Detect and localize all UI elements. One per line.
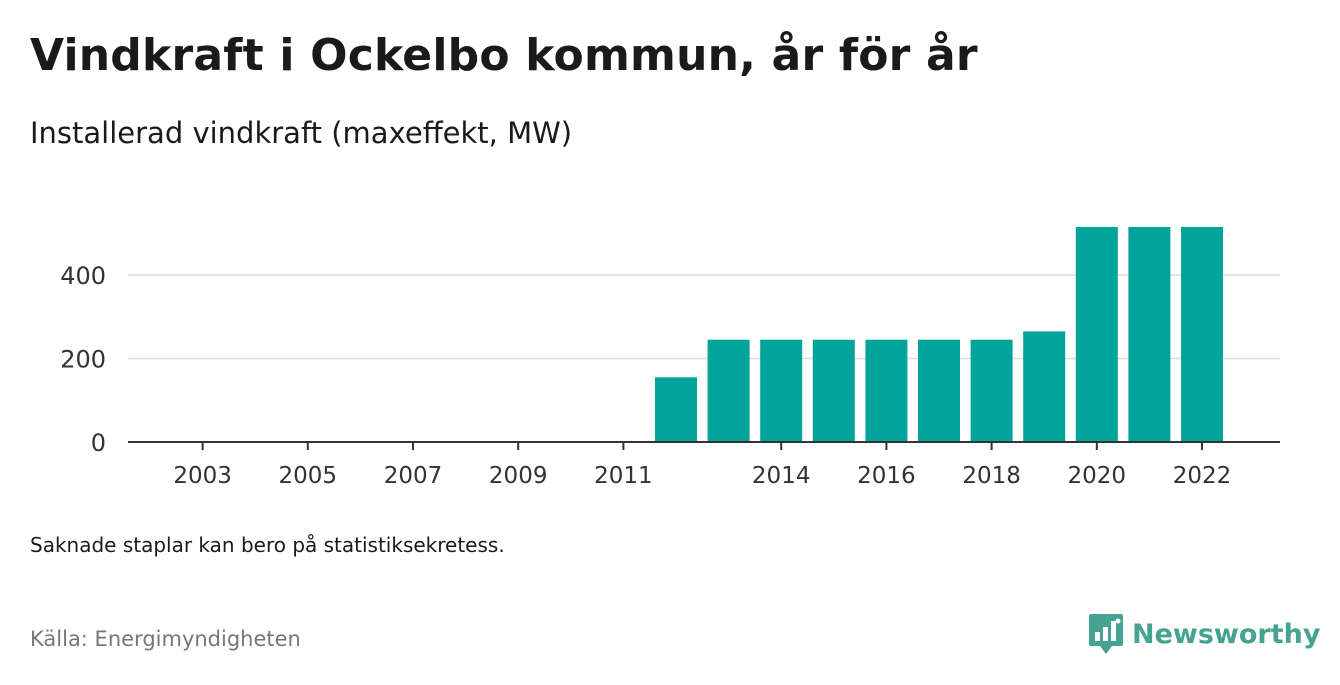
x-tick-label: 2007 (384, 463, 443, 489)
bar-2016[interactable] (865, 339, 908, 442)
x-tick-label: 2009 (489, 463, 548, 489)
bar-2015[interactable] (812, 339, 855, 442)
bar-2013[interactable] (707, 339, 750, 442)
y-tick-label: 200 (60, 346, 106, 374)
y-tick-label: 0 (91, 429, 106, 457)
x-tick-label: 2014 (752, 463, 811, 489)
bar-2021[interactable] (1128, 226, 1171, 442)
chart-title: Vindkraft i Ockelbo kommun, år för år (30, 30, 978, 81)
bar-2012[interactable] (655, 377, 697, 442)
source-credit: Källa: Energimyndigheten (30, 627, 301, 651)
y-tick-label: 400 (60, 262, 106, 290)
bar-2018[interactable] (970, 339, 1013, 442)
x-tick-label: 2016 (857, 463, 916, 489)
x-tick-label: 2022 (1173, 463, 1232, 489)
bar-2017[interactable] (918, 339, 960, 442)
x-tick-label: 2020 (1068, 463, 1127, 489)
x-tick-label: 2011 (594, 463, 653, 489)
newsworthy-logo[interactable]: Newsworthy (1088, 612, 1320, 656)
bar-2022[interactable] (1181, 226, 1223, 442)
brand-name: Newsworthy (1132, 618, 1321, 650)
bar-2020[interactable] (1075, 226, 1118, 442)
x-axis-ticks: 2003 2005 2007 2009 2011 2014 2016 2018 2020 2022 (173, 442, 1231, 489)
bars (655, 226, 1223, 442)
y-axis-ticks: 0 200 400 (60, 262, 106, 457)
x-tick-label: 2003 (173, 463, 232, 489)
bar-2014[interactable] (760, 339, 803, 442)
chart-subtitle: Installerad vindkraft (maxeffekt, MW) (30, 116, 573, 150)
bar-chart: 0 200 400 2003 2005 2007 2009 2011 2014 2016 2018… (60, 226, 1280, 489)
footnote: Saknade staplar kan bero på statistiksek… (30, 533, 505, 557)
bar-2019[interactable] (1023, 331, 1066, 442)
newsworthy-logo-icon (1089, 614, 1123, 654)
x-tick-label: 2005 (279, 463, 338, 489)
x-tick-label: 2018 (962, 463, 1021, 489)
